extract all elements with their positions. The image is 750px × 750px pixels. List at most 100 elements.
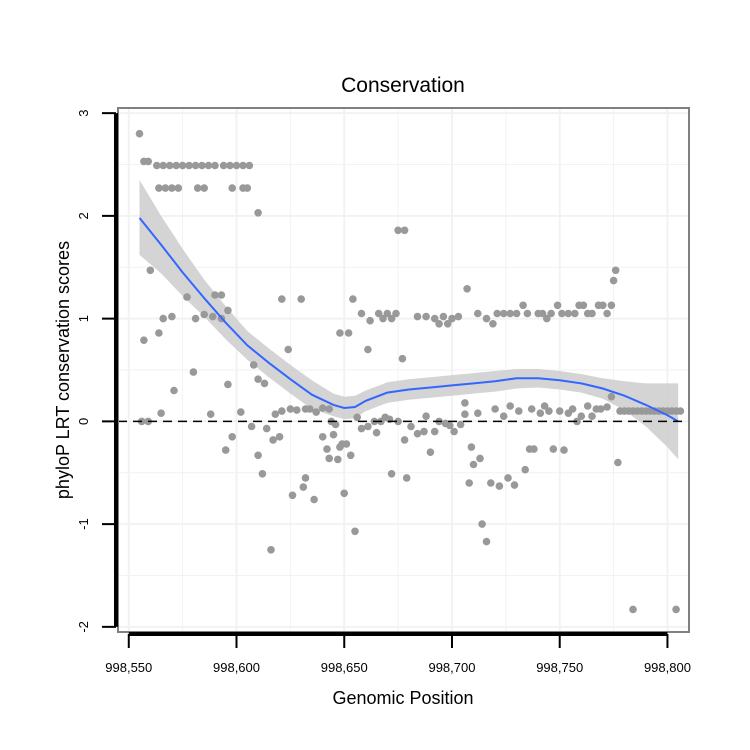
data-point xyxy=(553,301,562,310)
data-point xyxy=(407,422,415,431)
data-point xyxy=(588,412,596,421)
data-point xyxy=(607,301,616,310)
data-point xyxy=(430,314,439,323)
data-point xyxy=(448,314,456,323)
data-point xyxy=(402,474,411,482)
y-tick-label: -1 xyxy=(76,518,91,530)
data-point xyxy=(560,446,568,454)
x-tick-label: 998,650 xyxy=(321,660,368,675)
data-point xyxy=(293,406,301,414)
data-point xyxy=(413,312,422,321)
data-point xyxy=(211,291,219,299)
data-point xyxy=(607,392,616,401)
data-point xyxy=(499,412,508,421)
data-point xyxy=(247,422,256,431)
data-point xyxy=(603,309,611,318)
data-point xyxy=(489,320,497,328)
data-point xyxy=(258,470,267,478)
y-tick-label: -2 xyxy=(76,621,91,633)
data-point xyxy=(351,527,359,536)
data-point xyxy=(456,420,465,429)
data-point xyxy=(549,445,558,453)
data-point xyxy=(269,436,277,444)
y-tick-label: 1 xyxy=(76,315,91,322)
data-point xyxy=(262,424,271,433)
data-point xyxy=(185,161,193,170)
data-point xyxy=(174,184,183,192)
data-point xyxy=(366,316,374,325)
data-point xyxy=(168,184,176,192)
data-point xyxy=(463,285,471,293)
data-point xyxy=(439,312,448,321)
data-point xyxy=(527,405,536,413)
data-point xyxy=(144,157,152,166)
data-point xyxy=(170,386,178,395)
data-point xyxy=(228,184,236,192)
data-point xyxy=(469,460,478,469)
data-point xyxy=(422,312,430,321)
data-point xyxy=(515,407,523,415)
data-point xyxy=(260,379,269,388)
data-point xyxy=(232,161,241,170)
data-point xyxy=(278,295,286,303)
data-point xyxy=(172,161,180,170)
data-point xyxy=(224,380,232,389)
data-point xyxy=(349,295,357,303)
data-point xyxy=(413,429,422,438)
data-point xyxy=(547,309,555,318)
data-point xyxy=(506,309,514,318)
data-point xyxy=(564,309,573,318)
data-point xyxy=(482,314,491,323)
data-point xyxy=(523,309,532,318)
data-point xyxy=(140,336,148,345)
data-point xyxy=(372,428,381,437)
data-point xyxy=(271,410,280,419)
data-point xyxy=(495,482,504,490)
data-point xyxy=(420,427,428,436)
data-point xyxy=(245,161,254,170)
data-point xyxy=(558,309,566,318)
data-point xyxy=(461,399,469,407)
data-point xyxy=(579,301,588,310)
data-point xyxy=(450,427,458,436)
data-point xyxy=(325,454,334,463)
data-point xyxy=(583,402,592,410)
data-point xyxy=(461,410,469,419)
data-point xyxy=(474,309,482,318)
data-point xyxy=(243,184,252,192)
data-point xyxy=(299,483,308,491)
data-point xyxy=(312,408,321,416)
smooth-line xyxy=(138,217,679,423)
data-point xyxy=(467,443,476,451)
data-point xyxy=(284,345,293,354)
data-point xyxy=(183,293,191,301)
data-point xyxy=(422,412,430,421)
data-point xyxy=(400,436,409,444)
data-point xyxy=(237,408,245,416)
x-tick-label: 998,550 xyxy=(105,660,152,675)
data-point xyxy=(474,409,482,418)
data-point xyxy=(342,440,351,448)
data-point xyxy=(676,407,685,415)
data-point xyxy=(353,413,362,422)
data-point xyxy=(146,266,155,275)
data-point xyxy=(275,433,284,441)
data-point xyxy=(577,412,586,421)
data-point xyxy=(629,605,637,614)
data-point xyxy=(329,430,338,439)
data-point xyxy=(331,420,340,429)
data-point xyxy=(506,402,514,410)
data-point xyxy=(200,310,208,319)
x-tick-label: 998,800 xyxy=(644,660,691,675)
data-point xyxy=(672,605,680,614)
data-point xyxy=(219,161,228,170)
data-point xyxy=(357,309,366,318)
data-point xyxy=(491,405,499,413)
x-axis-label: Genomic Position xyxy=(332,688,473,708)
data-point xyxy=(191,314,200,323)
data-point xyxy=(555,407,564,415)
data-point xyxy=(571,309,579,318)
data-point xyxy=(325,405,334,413)
